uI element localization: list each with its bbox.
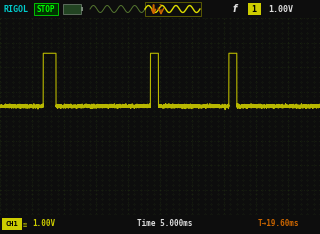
FancyBboxPatch shape — [2, 218, 22, 230]
Text: 1.00V: 1.00V — [268, 4, 293, 14]
Text: ≌: ≌ — [23, 221, 27, 227]
Text: STOP: STOP — [37, 4, 55, 14]
Text: 1: 1 — [252, 4, 257, 14]
Text: T: T — [159, 4, 163, 9]
Text: CH1: CH1 — [6, 221, 18, 227]
Text: Time 5.000ms: Time 5.000ms — [137, 219, 193, 228]
FancyBboxPatch shape — [34, 3, 58, 15]
Text: T→19.60ms: T→19.60ms — [258, 219, 300, 228]
FancyBboxPatch shape — [248, 3, 261, 15]
Text: f: f — [233, 4, 237, 14]
FancyBboxPatch shape — [63, 4, 81, 14]
Text: RIGOL: RIGOL — [3, 4, 28, 14]
Text: 1.00V: 1.00V — [32, 219, 55, 228]
FancyBboxPatch shape — [81, 7, 83, 11]
